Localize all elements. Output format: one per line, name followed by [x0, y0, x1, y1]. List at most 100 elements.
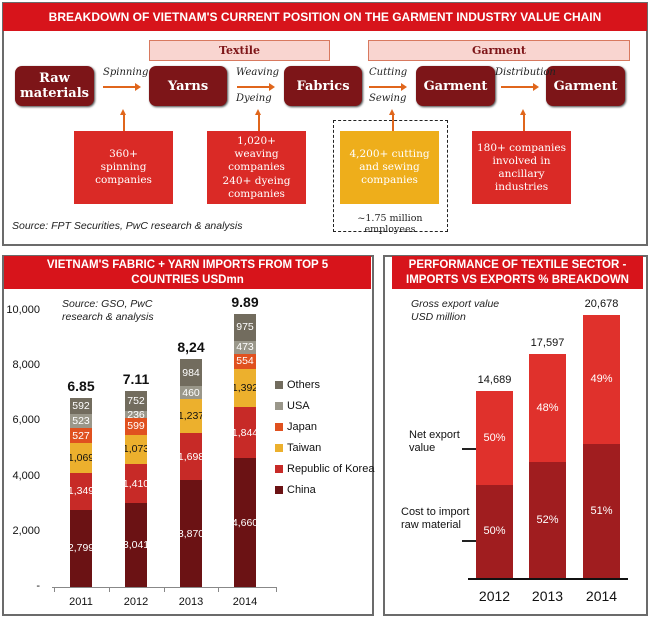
stage-fabrics: Fabrics	[284, 66, 362, 106]
stat-cutting-sewing: 4,200+ cutting and sewing companies	[340, 131, 439, 204]
bar-segment-usa: 523	[70, 414, 92, 429]
category-garment: Garment	[368, 40, 630, 61]
bar-total-label: 14,689	[477, 374, 512, 387]
arrow-up-spinning	[120, 109, 126, 131]
arrow-cutting	[369, 83, 407, 91]
bar-segment-china: 3,041	[125, 503, 147, 587]
stat-employees: ~1.75 million employees	[357, 213, 423, 235]
process-spinning: Spinning	[103, 67, 149, 78]
process-sewing: Sewing	[369, 93, 407, 104]
y-tick-label: 10,000	[6, 304, 40, 316]
stage-yarns: Yarns	[149, 66, 227, 106]
y-tick-label: 8,000	[12, 359, 40, 372]
stat-weaving-dyeing: 1,020+ weaving companies 240+ dyeing com…	[207, 131, 306, 204]
stat-ancillary-text: 180+ companies involved in ancillary ind…	[476, 141, 567, 193]
process-distribution: Distribution	[495, 67, 556, 78]
legend-swatch	[275, 402, 283, 410]
stat-dyeing-text: 240+ dyeing companies	[222, 174, 291, 200]
x-tick-mark	[54, 587, 55, 592]
bar-segment-import-cost: 50%	[476, 484, 513, 578]
y-tick-label: 2,000	[12, 524, 40, 537]
legend-item: Japan	[275, 421, 317, 433]
bar-segment-others: 975	[234, 313, 256, 341]
bar-segment-japan: 554	[234, 353, 256, 370]
legend-label: China	[287, 484, 316, 496]
annotation-import-cost-line	[462, 540, 476, 542]
stage-garment-production: Garment	[416, 66, 495, 106]
x-tick-mark	[109, 587, 110, 592]
stat-cutting-sewing-text: 4,200+ cutting and sewing companies	[349, 148, 430, 186]
x-tick-label: 2012	[123, 596, 149, 608]
imports-chart-title: VIETNAM'S FABRIC + YARN IMPORTS FROM TOP…	[4, 256, 371, 289]
x-tick-label: 2011	[69, 596, 93, 608]
x-tick-label: 2013	[531, 588, 564, 604]
x-tick-label: 2014	[585, 588, 618, 604]
legend-label: Others	[287, 379, 321, 391]
performance-chart-title: PERFORMANCE OF TEXTILE SECTOR - IMPORTS …	[392, 256, 643, 289]
performance-chart-subtitle: Gross export value USD million	[411, 298, 500, 323]
bar-segment-republic-of-korea: 1,844	[234, 407, 256, 459]
bar-segment-import-cost: 51%	[583, 443, 620, 578]
x-tick-mark	[218, 587, 219, 592]
bar-segment-taiwan: 1,237	[180, 399, 202, 434]
bar-segment-republic-of-korea: 1,698	[180, 433, 202, 481]
arrow-up-distribution	[520, 109, 526, 131]
process-weaving: Weaving	[236, 67, 280, 78]
bar-segment-net-export: 48%	[529, 354, 566, 462]
bar-total-label: 8,24	[177, 339, 205, 356]
bar-segment-net-export: 50%	[476, 391, 513, 485]
value-chain-title: BREAKDOWN OF VIETNAM'S CURRENT POSITION …	[3, 3, 647, 31]
bar-segment-japan: 527	[70, 428, 92, 443]
stage-raw-materials-label: Raw materials	[20, 71, 89, 101]
bar-segment-china: 3,870	[180, 480, 202, 587]
bar-total-label: 7.11	[122, 370, 150, 387]
y-tick-label: 6,000	[12, 414, 40, 427]
annotation-import-cost: Cost to import raw material	[401, 506, 470, 531]
bar-total-label: 20,678	[584, 298, 619, 310]
legend-swatch	[275, 381, 283, 389]
stat-ancillary: 180+ companies involved in ancillary ind…	[472, 131, 571, 204]
x-tick-mark	[164, 587, 165, 592]
stage-fabrics-label: Fabrics	[296, 78, 350, 94]
stage-garment-distribution: Garment	[546, 66, 625, 106]
bar-segment-net-export: 49%	[583, 315, 620, 444]
legend-swatch	[275, 465, 283, 473]
legend-label: USA	[287, 400, 310, 412]
process-dyeing: Dyeing	[236, 93, 272, 104]
value-chain-panel	[2, 2, 648, 246]
category-textile-label: Textile	[219, 44, 260, 57]
bar-total-label: 17,597	[530, 337, 565, 350]
arrow-spinning	[103, 83, 141, 91]
stat-spinning-text: 360+ spinning companies	[95, 148, 152, 186]
legend-label: Republic of Korea	[287, 463, 375, 475]
category-garment-label: Garment	[471, 44, 527, 57]
bar-segment-china: 4,660	[234, 458, 256, 587]
bar-segment-taiwan: 1,069	[70, 443, 92, 473]
stat-spinning: 360+ spinning companies	[74, 131, 173, 204]
imports-chart-source: Source: GSO, PwC research & analysis	[62, 298, 154, 323]
stage-garment-distribution-label: Garment	[553, 78, 618, 94]
bar-total-label: 6.85	[67, 377, 95, 394]
y-tick-label: 4,000	[12, 469, 40, 482]
bar-segment-taiwan: 1,073	[125, 434, 147, 465]
value-chain-source: Source: FPT Securities, PwC research & a…	[12, 220, 243, 232]
legend-label: Japan	[287, 421, 317, 433]
annotation-net-export-line	[462, 448, 476, 450]
bar-segment-china: 2,799	[70, 509, 92, 587]
stage-raw-materials: Raw materials	[15, 66, 94, 106]
bar-segment-taiwan: 1,392	[234, 369, 256, 408]
bar-segment-others: 984	[180, 359, 202, 387]
x-tick-mark	[276, 587, 277, 592]
bar-segment-republic-of-korea: 1,349	[70, 472, 92, 510]
bar-segment-usa: 460	[180, 386, 202, 400]
process-cutting: Cutting	[369, 67, 408, 78]
arrow-distribution	[501, 83, 539, 91]
arrow-up-cutting	[389, 109, 395, 131]
y-tick-label: -	[36, 580, 40, 592]
legend-swatch	[275, 486, 283, 494]
annotation-net-export: Net export value	[409, 429, 460, 454]
stage-yarns-label: Yarns	[167, 78, 209, 94]
bar-segment-republic-of-korea: 1,410	[125, 464, 147, 504]
bar-total-label: 9.89	[231, 293, 259, 310]
legend-swatch	[275, 423, 283, 431]
